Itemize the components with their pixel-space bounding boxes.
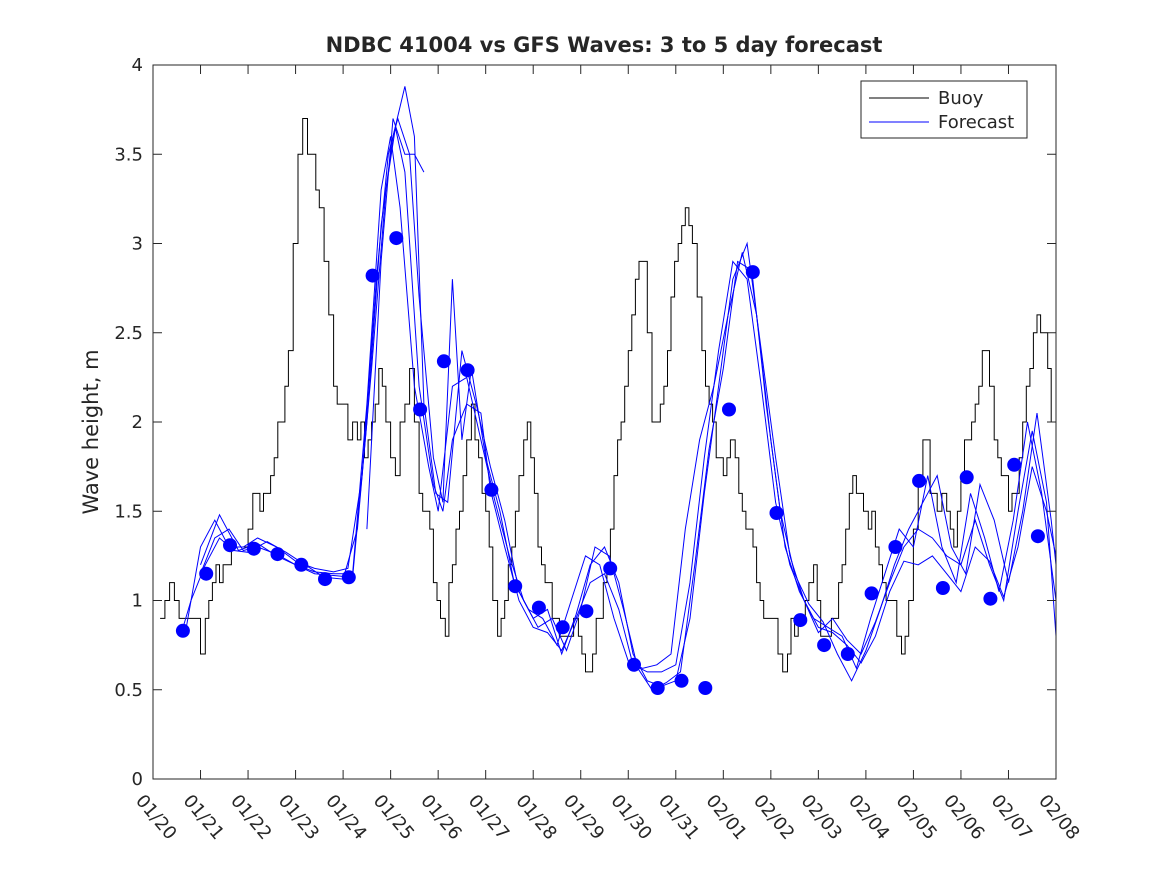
forecast-marker — [935, 581, 950, 595]
forecast-marker — [769, 506, 784, 520]
y-tick-label: 0.5 — [114, 680, 143, 701]
forecast-marker — [199, 566, 214, 581]
forecast-marker — [436, 354, 451, 369]
forecast-marker — [603, 561, 618, 576]
series-line-forecast-5 — [366, 118, 425, 530]
forecast-marker — [1030, 529, 1045, 544]
chart-title: NDBC 41004 vs GFS Waves: 3 to 5 day fore… — [326, 33, 883, 57]
y-axis: 0 0.5 1 1.5 2 2.5 3 3.5 4 — [114, 55, 1056, 790]
series-line-forecast-3 — [200, 86, 1057, 687]
forecast-marker — [508, 579, 523, 594]
series-line-forecast-1 — [181, 127, 1057, 673]
y-axis-label: Wave height, m — [79, 349, 103, 514]
forecast-marker — [555, 620, 570, 635]
forecast-marker — [579, 604, 594, 619]
y-tick-label: 3 — [132, 234, 143, 255]
forecast-marker — [888, 540, 903, 554]
legend-label-buoy: Buoy — [938, 88, 984, 109]
y-tick-label: 2 — [132, 412, 143, 433]
forecast-marker — [840, 647, 855, 661]
plot-background — [153, 65, 1056, 779]
forecast-marker — [627, 657, 641, 672]
plot-area — [153, 65, 1057, 779]
series-line-forecast-4 — [200, 136, 1057, 691]
forecast-marker — [413, 402, 428, 417]
forecast-marker — [912, 473, 927, 488]
forecast-marker — [722, 402, 736, 417]
forecast-marker — [959, 470, 974, 485]
forecast-marker — [223, 538, 237, 553]
forecast-marker — [270, 547, 285, 562]
y-tick-label: 1 — [132, 591, 143, 612]
y-tick-label: 4 — [132, 55, 143, 76]
forecast-marker — [246, 541, 261, 556]
forecast-marker — [175, 623, 190, 638]
forecast-marker — [365, 268, 380, 283]
y-tick-label: 3.5 — [114, 144, 143, 165]
forecast-marker — [864, 586, 879, 601]
series-line-buoy — [160, 118, 1052, 673]
y-tick-label: 1.5 — [114, 501, 143, 522]
forecast-marker — [294, 557, 309, 572]
forecast-marker — [318, 572, 332, 587]
forecast-marker — [793, 613, 808, 628]
forecast-marker — [531, 600, 546, 615]
legend-box — [860, 80, 1028, 139]
forecast-marker — [341, 570, 356, 585]
forecast-marker — [698, 681, 713, 695]
legend: Buoy Forecast — [860, 80, 1028, 139]
y-tick-label: 0 — [132, 769, 143, 790]
forecast-marker — [650, 681, 665, 695]
forecast-marker — [817, 638, 832, 653]
forecast-marker — [745, 265, 760, 280]
forecast-marker — [460, 363, 475, 378]
forecast-marker — [983, 591, 998, 606]
forecast-marker — [484, 482, 499, 497]
forecast-marker — [389, 231, 404, 246]
forecast-marker — [1007, 457, 1022, 472]
forecast-marker — [674, 673, 689, 688]
series-layer — [160, 86, 1057, 691]
marker-layer — [175, 231, 1045, 695]
y-tick-label: 2.5 — [114, 323, 143, 344]
legend-label-forecast: Forecast — [938, 112, 1014, 133]
